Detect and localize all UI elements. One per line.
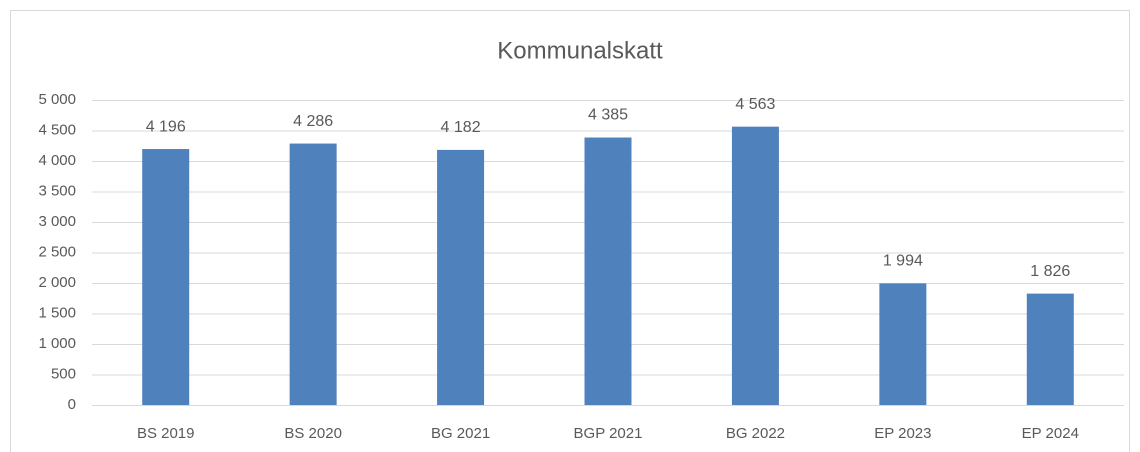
x-tick-label: BG 2022 — [726, 425, 785, 442]
data-label: 4 182 — [441, 119, 481, 136]
y-tick-label: 4 500 — [38, 121, 76, 138]
bar — [289, 143, 337, 405]
y-tick-label: 2 000 — [38, 274, 76, 291]
data-label: 4 286 — [293, 113, 333, 130]
y-tick-label: 5 000 — [38, 91, 76, 108]
x-tick-label: EP 2023 — [874, 425, 931, 442]
x-tick-label: BG 2021 — [431, 425, 490, 442]
y-tick-label: 2 500 — [38, 243, 76, 260]
bar — [731, 126, 779, 406]
y-tick-label: 1 500 — [38, 304, 76, 321]
x-tick-label: BS 2020 — [284, 425, 342, 442]
y-tick-label: 1 000 — [38, 335, 76, 352]
chart-frame — [10, 10, 1130, 452]
x-tick-label: BS 2019 — [137, 425, 195, 442]
data-label: 1 826 — [1030, 263, 1070, 280]
y-tick-label: 3 500 — [38, 182, 76, 199]
y-tick-label: 4 000 — [38, 152, 76, 169]
bar — [879, 283, 927, 405]
x-tick-label: EP 2024 — [1022, 425, 1079, 442]
x-tick-label: BGP 2021 — [574, 425, 643, 442]
data-label: 4 196 — [146, 118, 186, 135]
data-label: 4 385 — [588, 107, 628, 124]
data-label: 4 563 — [735, 96, 775, 113]
bar — [1026, 293, 1074, 405]
chart-title: Kommunalskatt — [497, 37, 663, 64]
y-tick-label: 500 — [51, 365, 76, 382]
y-tick-label: 0 — [68, 396, 76, 413]
bar — [584, 137, 632, 405]
data-label: 1 994 — [883, 253, 923, 270]
y-tick-label: 3 000 — [38, 213, 76, 230]
bar — [142, 149, 190, 405]
bar — [437, 149, 485, 405]
